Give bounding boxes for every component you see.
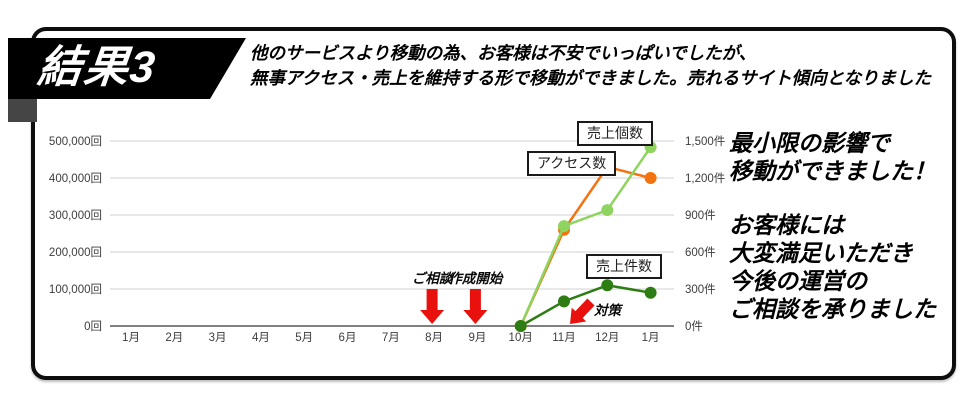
y-axis-left-tick: 400,000回 [49, 172, 102, 185]
x-axis-tick: 8月 [425, 332, 443, 344]
y-axis-left-tick: 200,000回 [49, 246, 102, 259]
series-point-2 [514, 320, 527, 332]
y-axis-left-tick: 300,000回 [49, 209, 102, 222]
series-point-2 [644, 286, 657, 299]
y-axis-right-tick: 300件 [685, 282, 716, 296]
x-axis-tick: 12月 [595, 332, 619, 344]
series-point-2 [558, 295, 570, 308]
x-axis-tick: 3月 [209, 332, 227, 344]
series-point-0 [644, 172, 657, 184]
y-axis-right-tick: 600件 [685, 245, 716, 259]
annotation-arrow-down [420, 289, 445, 324]
series-point-1 [558, 220, 570, 233]
side-body-line1: お客様には [729, 212, 844, 238]
x-axis-tick: 11月 [552, 332, 575, 344]
side-body-line2: 大変満足いただき [729, 240, 913, 266]
annotation-label: ご相談 [412, 271, 455, 286]
series-point-2 [601, 279, 614, 292]
series-line-1 [519, 146, 652, 327]
series-label-access-count: アクセス数 [527, 151, 617, 176]
side-headline: 最小限の影響で 移動ができました！ [729, 129, 936, 185]
annotation-arrow-down [463, 289, 488, 324]
x-axis-tick: 1月 [642, 332, 660, 344]
y-axis-right-tick: 900件 [685, 208, 716, 222]
side-body-line3: 今後の運営の [729, 268, 867, 294]
annotation-label: 対策 [594, 303, 624, 318]
result-ribbon: 結果3 [8, 38, 246, 99]
x-axis-tick: 7月 [382, 332, 400, 344]
header-description-line2: 無事アクセス・売上を維持する形で移動ができました。売れるサイト傾向となりました [250, 68, 932, 88]
y-axis-right-tick: 0件 [685, 319, 703, 333]
y-axis-left-tick: 0回 [84, 320, 102, 333]
y-axis-left-tick: 100,000回 [49, 283, 102, 296]
x-axis-tick: 5月 [295, 332, 313, 344]
series-point-1 [601, 204, 614, 217]
annotation-label: 作成開始 [448, 271, 503, 286]
side-headline-line2: 移動ができました！ [729, 158, 936, 184]
series-line-2 [520, 284, 651, 328]
series-label-sales-orders: 売上件数 [586, 254, 662, 279]
side-body: お客様には 大変満足いただき 今後の運営の ご相談を承りました [729, 211, 936, 323]
side-headline-line1: 最小限の影響で [729, 130, 890, 156]
ribbon-fold [8, 99, 37, 122]
y-axis-right-tick: 1,200件 [685, 171, 725, 185]
x-axis-tick: 10月 [509, 332, 533, 344]
x-axis-tick: 2月 [165, 332, 183, 344]
series-label-sales-units: 売上個数 [577, 121, 653, 146]
header-description-line1: 他のサービスより移動の為、お客様は不安でいっぱいでしたが、 [250, 43, 757, 63]
side-body-line4: ご相談を承りました [729, 296, 936, 322]
x-axis-tick: 4月 [252, 332, 270, 344]
x-axis-tick: 1月 [122, 332, 140, 344]
y-axis-right-tick: 1,500件 [685, 134, 725, 148]
header-description: 他のサービスより移動の為、お客様は不安でいっぱいでしたが、 無事アクセス・売上を… [250, 41, 950, 91]
x-axis-tick: 9月 [468, 332, 486, 344]
x-axis-tick: 6月 [339, 332, 357, 344]
y-axis-left-tick: 500,000回 [49, 135, 102, 148]
annotation-arrow-diagonal [570, 298, 595, 324]
